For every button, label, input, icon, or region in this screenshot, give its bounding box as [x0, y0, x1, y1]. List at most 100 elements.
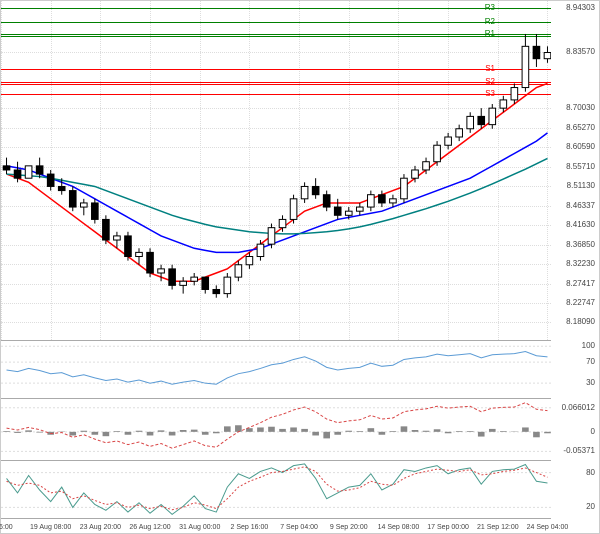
level-name: S3: [483, 88, 497, 99]
ma-fast: [7, 83, 548, 281]
ma-mid: [7, 133, 548, 253]
macd-y-axis: -0.05371 0 0.066012: [551, 399, 599, 461]
level-name: S1: [483, 63, 497, 74]
price-svg: [1, 1, 553, 341]
candle: [544, 53, 551, 59]
candle: [169, 269, 176, 285]
candle: [368, 195, 375, 207]
trading-chart: R38.94303R28.90987R18.87873S18.79567S28.…: [0, 0, 600, 534]
ma-slow: [7, 158, 548, 233]
candle: [312, 186, 319, 194]
rsi-tick: 30: [586, 378, 595, 387]
stoch-panel[interactable]: [1, 461, 551, 519]
candle: [213, 289, 220, 293]
y-tick: 8.83570: [566, 47, 595, 56]
candle: [423, 162, 430, 170]
candle: [334, 207, 341, 215]
candle: [235, 265, 242, 277]
candle: [58, 186, 65, 190]
y-tick: 8.41630: [566, 220, 595, 229]
candle: [36, 166, 43, 174]
candle: [14, 170, 21, 178]
candle: [456, 129, 463, 137]
y-tick: 8.94303: [566, 3, 595, 12]
candle: [92, 203, 99, 219]
level-name: R3: [483, 2, 497, 13]
y-tick: 8.70030: [566, 103, 595, 112]
y-tick: 8.51130: [567, 181, 595, 190]
y-tick: 8.36850: [566, 240, 595, 249]
x-tick: 21 Sep 12:00: [477, 524, 519, 531]
candle: [379, 195, 386, 203]
candle: [412, 170, 419, 178]
x-tick: g 16:00: [0, 524, 13, 531]
rsi-line: [7, 352, 548, 385]
candle: [478, 116, 485, 124]
y-tick: 8.22747: [566, 298, 595, 307]
x-tick: 26 Aug 12:00: [129, 524, 170, 531]
candle: [80, 203, 87, 207]
candle: [191, 277, 198, 281]
candle: [345, 211, 352, 215]
macd-panel[interactable]: [1, 399, 551, 461]
x-tick: 9 Sep 20:00: [330, 524, 368, 531]
x-tick: 2 Sep 16:00: [231, 524, 269, 531]
macd-tick: 0: [591, 427, 595, 436]
candle: [202, 277, 209, 289]
time-x-axis: g 16:0019 Aug 08:0023 Aug 20:0026 Aug 12…: [1, 517, 551, 533]
price-panel[interactable]: R38.94303R28.90987R18.87873S18.79567S28.…: [1, 1, 551, 341]
rsi-tick: 100: [582, 341, 595, 350]
candle: [114, 236, 121, 240]
x-tick: 31 Aug 00:00: [179, 524, 220, 531]
x-tick: 17 Sep 00:00: [427, 524, 469, 531]
rsi-tick: 70: [586, 357, 595, 366]
stoch-d-line: [7, 467, 548, 510]
x-tick: 14 Sep 08:00: [378, 524, 420, 531]
candle: [290, 199, 297, 220]
candle: [246, 257, 253, 265]
rsi-y-axis: 30 70 100: [551, 341, 599, 399]
candle: [500, 100, 507, 108]
rsi-panel[interactable]: [1, 341, 551, 399]
candle: [467, 116, 474, 128]
y-tick: 8.65270: [566, 123, 595, 132]
macd-svg: [1, 399, 553, 461]
macd-tick: 0.066012: [562, 403, 595, 412]
candle: [390, 199, 397, 203]
macd-tick: -0.05371: [563, 446, 595, 455]
y-tick: 8.60590: [566, 142, 595, 151]
candle: [356, 207, 363, 211]
macd-line: [7, 403, 548, 449]
x-tick: 24 Sep 04:00: [527, 524, 569, 531]
candle: [180, 281, 187, 285]
level-name: R1: [483, 28, 497, 39]
candle: [125, 236, 132, 257]
rsi-svg: [1, 341, 553, 399]
y-tick: 8.46337: [566, 201, 595, 210]
y-tick: 8.32230: [566, 259, 595, 268]
price-y-axis: 8.180908.227478.274178.322308.368508.416…: [551, 1, 599, 341]
candle: [25, 166, 32, 178]
candle: [434, 145, 441, 161]
candle: [257, 244, 264, 256]
stoch-k-line: [7, 464, 548, 514]
stoch-y-axis: 2080: [551, 461, 599, 519]
stoch-tick: 80: [586, 468, 595, 477]
x-tick: 19 Aug 08:00: [30, 524, 71, 531]
candle: [301, 186, 308, 198]
candle: [489, 108, 496, 124]
candle: [445, 137, 452, 145]
candle: [511, 88, 518, 100]
candle: [147, 252, 154, 273]
candle: [224, 277, 231, 293]
candle: [522, 46, 529, 87]
y-tick: 8.55710: [566, 162, 595, 171]
stoch-tick: 20: [586, 502, 595, 511]
candle: [323, 195, 330, 207]
candle: [103, 219, 110, 240]
x-tick: 7 Sep 04:00: [280, 524, 318, 531]
candle: [279, 219, 286, 227]
candle: [47, 174, 54, 186]
candle: [3, 166, 10, 170]
candle: [533, 46, 540, 58]
